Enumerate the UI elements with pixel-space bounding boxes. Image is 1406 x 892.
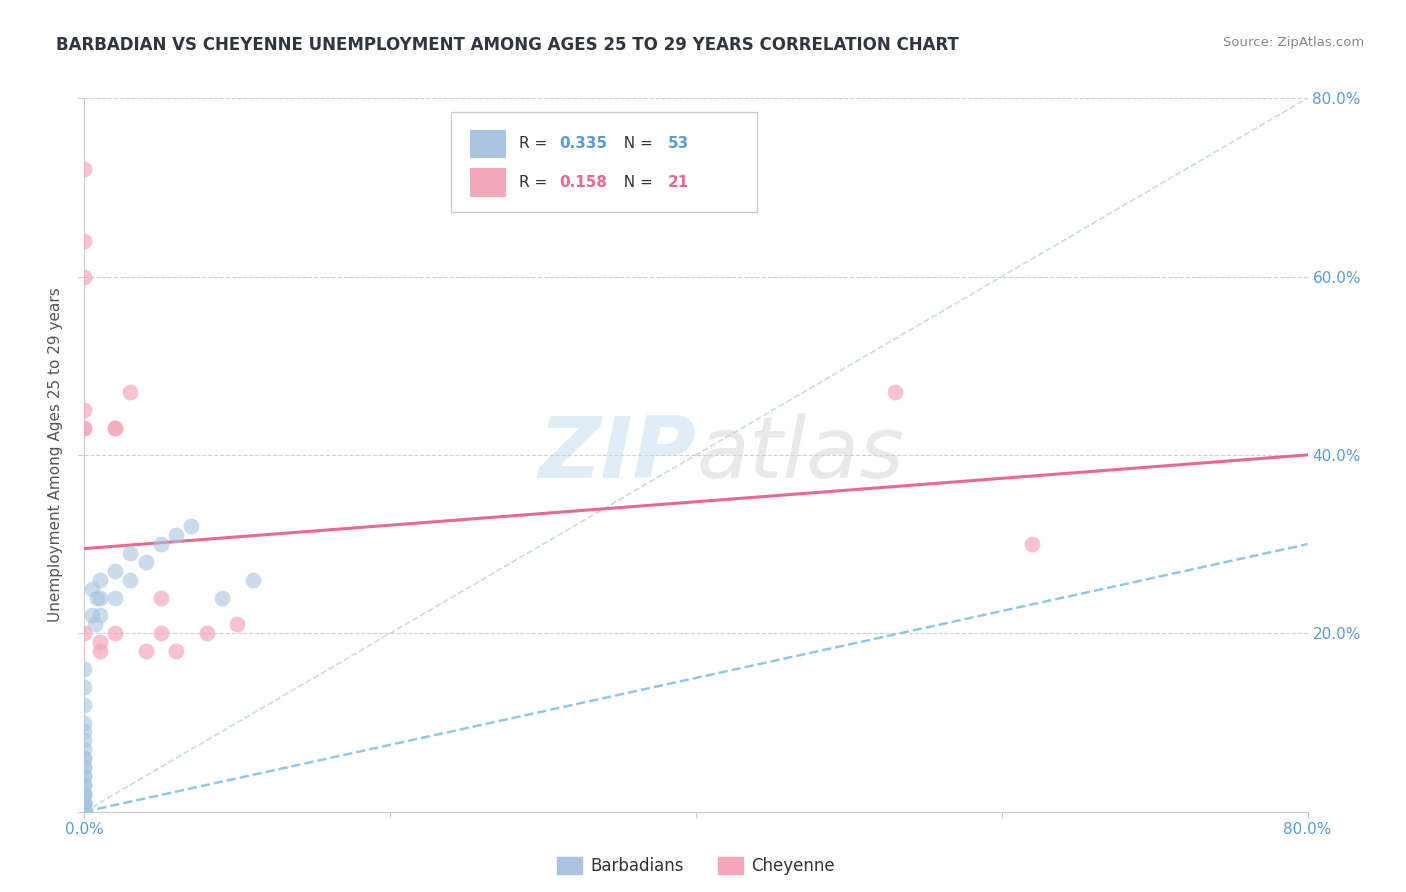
FancyBboxPatch shape [470, 129, 506, 158]
Point [73, 796, 96, 810]
Text: N =: N = [614, 136, 658, 152]
Point [73, 680, 96, 694]
Point [104, 421, 127, 435]
Point [149, 626, 172, 640]
Point [104, 564, 127, 578]
Point [73, 787, 96, 801]
Point [73, 805, 96, 819]
Point [73, 778, 96, 792]
Point [73, 234, 96, 248]
Point [165, 644, 187, 658]
Point [73, 421, 96, 435]
Text: R =: R = [519, 136, 551, 152]
Point [73, 805, 96, 819]
Text: atlas: atlas [696, 413, 904, 497]
Point [73, 760, 96, 774]
Point [73, 403, 96, 417]
Point [73, 805, 96, 819]
Point [149, 537, 172, 551]
Point [73, 796, 96, 810]
Point [73, 733, 96, 747]
Point [73, 778, 96, 792]
Point [80, 582, 103, 596]
Point [89, 573, 111, 587]
Point [73, 805, 96, 819]
Point [80, 608, 103, 623]
Point [73, 805, 96, 819]
Point [73, 698, 96, 712]
Text: BARBADIAN VS CHEYENNE UNEMPLOYMENT AMONG AGES 25 TO 29 YEARS CORRELATION CHART: BARBADIAN VS CHEYENNE UNEMPLOYMENT AMONG… [56, 36, 959, 54]
Point [73, 742, 96, 756]
FancyBboxPatch shape [470, 169, 506, 197]
Point [73, 805, 96, 819]
Point [73, 805, 96, 819]
FancyBboxPatch shape [451, 112, 758, 212]
Point [73, 805, 96, 819]
Point [73, 796, 96, 810]
Point [73, 626, 96, 640]
Point [104, 626, 127, 640]
Point [73, 805, 96, 819]
Point [195, 626, 218, 640]
Point [73, 805, 96, 819]
Point [89, 608, 111, 623]
Point [73, 805, 96, 819]
Point [135, 555, 157, 569]
Point [73, 805, 96, 819]
Text: 0.335: 0.335 [560, 136, 607, 152]
Point [149, 591, 172, 605]
Text: R =: R = [519, 175, 551, 190]
Text: 0.158: 0.158 [560, 175, 607, 190]
Point [73, 796, 96, 810]
Point [73, 751, 96, 765]
Point [84, 617, 107, 632]
Text: 21: 21 [668, 175, 689, 190]
Point [73, 662, 96, 676]
Point [73, 269, 96, 284]
Point [73, 751, 96, 765]
Point [89, 591, 111, 605]
Point [104, 421, 127, 435]
Point [883, 385, 905, 400]
Point [1021, 537, 1043, 551]
Point [73, 769, 96, 783]
Point [120, 385, 142, 400]
Point [86, 591, 108, 605]
Y-axis label: Unemployment Among Ages 25 to 29 years: Unemployment Among Ages 25 to 29 years [48, 287, 63, 623]
Point [73, 805, 96, 819]
Point [73, 760, 96, 774]
Point [73, 421, 96, 435]
Point [165, 528, 187, 542]
Point [73, 787, 96, 801]
Text: N =: N = [614, 175, 658, 190]
Point [73, 769, 96, 783]
Point [135, 644, 157, 658]
Point [73, 162, 96, 177]
Point [104, 591, 127, 605]
Point [211, 591, 233, 605]
Point [242, 573, 264, 587]
Point [73, 724, 96, 739]
Point [89, 635, 111, 649]
Legend: Barbadians, Cheyenne: Barbadians, Cheyenne [551, 850, 841, 882]
Point [120, 546, 142, 560]
Text: ZIP: ZIP [538, 413, 696, 497]
Text: Source: ZipAtlas.com: Source: ZipAtlas.com [1223, 36, 1364, 49]
Point [226, 617, 249, 632]
Text: 53: 53 [668, 136, 689, 152]
Point [180, 519, 202, 533]
Point [89, 644, 111, 658]
Point [73, 805, 96, 819]
Point [73, 715, 96, 730]
Point [73, 787, 96, 801]
Point [120, 573, 142, 587]
